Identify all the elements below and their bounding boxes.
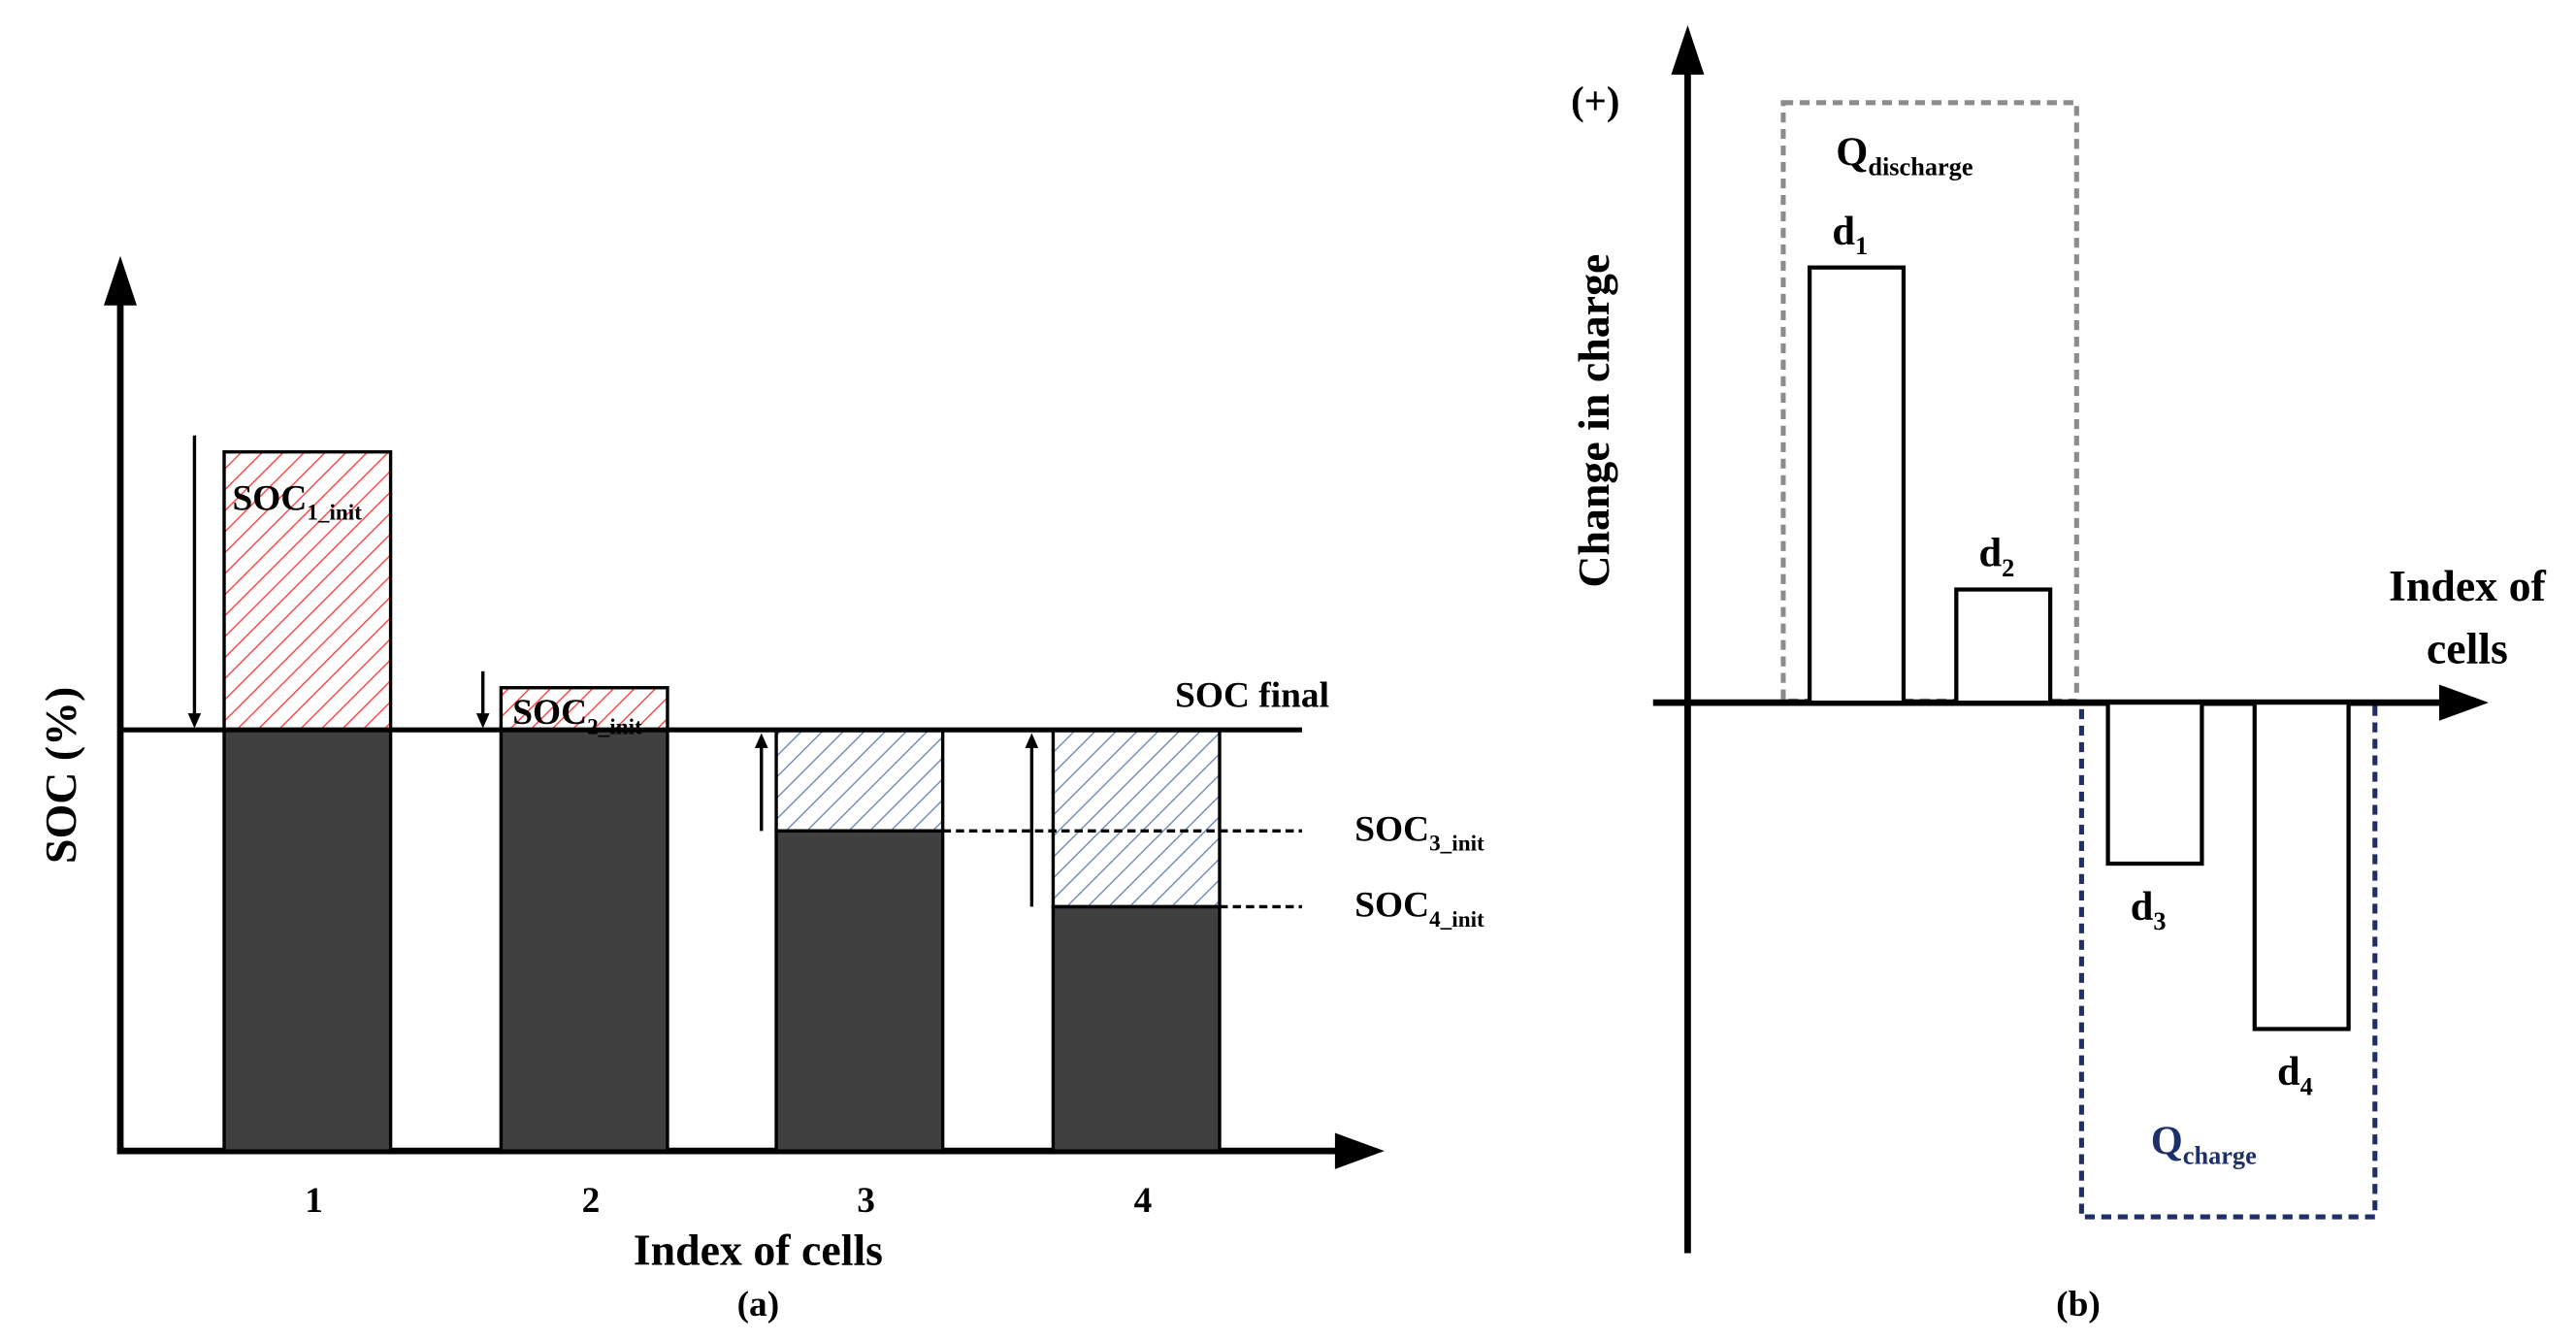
soc-1-init-label-sub: 1_init — [307, 501, 362, 526]
cell-2-index-label: 2 — [582, 1181, 601, 1221]
bar-d1-label-base: d — [1832, 209, 1855, 254]
bar-d3-label-base: d — [2131, 884, 2154, 930]
bar-d4-label: d4 — [2277, 1049, 2313, 1100]
soc-3-init-label: SOC3_init — [1354, 810, 1484, 857]
cell-3-up-arrowhead — [754, 733, 768, 748]
bar-d4-label-sub: 4 — [2300, 1072, 2313, 1100]
bar-d1 — [1808, 265, 1907, 705]
bar-d3-label: d3 — [2131, 884, 2167, 935]
soc-2-init-label-sub: 2_init — [587, 714, 642, 739]
cell-1-soc-delta — [222, 450, 393, 732]
bar-d3-label-sub: 3 — [2153, 907, 2166, 935]
q-charge-base: Q — [2151, 1119, 2183, 1164]
panel-b-y-axis-arrowhead — [1671, 24, 1705, 75]
panel-b-x-axis-title-line1: Index of — [2389, 561, 2547, 610]
soc-2-init-label: SOC2_init — [512, 693, 642, 739]
bar-d2-label-base: d — [1979, 531, 2003, 576]
bar-d1-label-sub: 1 — [1855, 232, 1868, 260]
panel-a-x-axis-arrowhead — [1334, 1132, 1385, 1169]
cell-2-down-arrowhead — [475, 713, 490, 729]
bar-d2 — [1954, 587, 2053, 705]
panel-a-soc-diagram: SOC final 1SOC1_init2SOC2_init3SOC3_init… — [36, 255, 1484, 1325]
panel-a-y-axis-arrowhead — [104, 255, 137, 306]
bar-d3 — [2105, 701, 2204, 867]
charge-group-box — [2078, 700, 2378, 1220]
bar-d4-label-base: d — [2277, 1049, 2300, 1095]
bar-d1-label: d1 — [1832, 209, 1868, 260]
cell-2-base-bar — [499, 728, 669, 1153]
cell-1-index-label: 1 — [305, 1181, 323, 1221]
bar-d2-label: d2 — [1979, 531, 2015, 582]
soc-2-init-label-base: SOC — [512, 693, 587, 733]
soc-3-init-label-sub: 3_init — [1429, 832, 1484, 857]
cell-4-soc-delta — [1051, 728, 1222, 909]
panel-b-y-axis-title: Change in charge — [1569, 254, 1618, 588]
panel-b-caption: (b) — [2056, 1285, 2101, 1325]
soc-1-init-label-base: SOC — [233, 478, 308, 518]
cell-4-index-label: 4 — [1134, 1181, 1153, 1221]
cell-2-soc-delta — [499, 686, 669, 732]
soc-4-init-label-sub: 4_init — [1429, 907, 1484, 932]
q-charge-sub: charge — [2183, 1142, 2257, 1170]
bar-d2-label-sub: 2 — [2002, 554, 2014, 582]
panel-b-x-axis-arrowhead — [2439, 684, 2489, 721]
panel-a-x-axis-title: Index of cells — [634, 1225, 883, 1274]
cell-4-up-arrowhead — [1025, 733, 1039, 748]
cell-3-base-bar — [774, 829, 945, 1153]
cell-1-base-bar — [222, 728, 393, 1153]
soc-4-init-label-base: SOC — [1354, 886, 1429, 926]
soc-3-init-label-base: SOC — [1354, 810, 1429, 850]
soc-final-label: SOC final — [1175, 675, 1329, 715]
cell-4-base-bar — [1051, 904, 1222, 1153]
bar-d4 — [2252, 701, 2351, 1031]
cell-3-index-label: 3 — [857, 1181, 875, 1221]
panel-b-plus-label: (+) — [1571, 80, 1619, 123]
cell-3-soc-delta — [774, 728, 945, 834]
q-discharge-sub: discharge — [1868, 153, 1973, 181]
panel-a-y-axis-title: SOC (%) — [36, 687, 85, 864]
soc-1-init-label: SOC1_init — [233, 478, 363, 525]
q-discharge-label: Qdischarge — [1836, 129, 1973, 180]
cell-1-down-arrowhead — [187, 713, 202, 729]
q-charge-label: Qcharge — [2151, 1119, 2257, 1170]
panel-a-caption: (a) — [737, 1285, 780, 1325]
soc-4-init-label: SOC4_init — [1354, 886, 1484, 932]
panel-b-x-axis-title-line2: cells — [2427, 623, 2508, 672]
q-discharge-base: Q — [1836, 129, 1868, 175]
